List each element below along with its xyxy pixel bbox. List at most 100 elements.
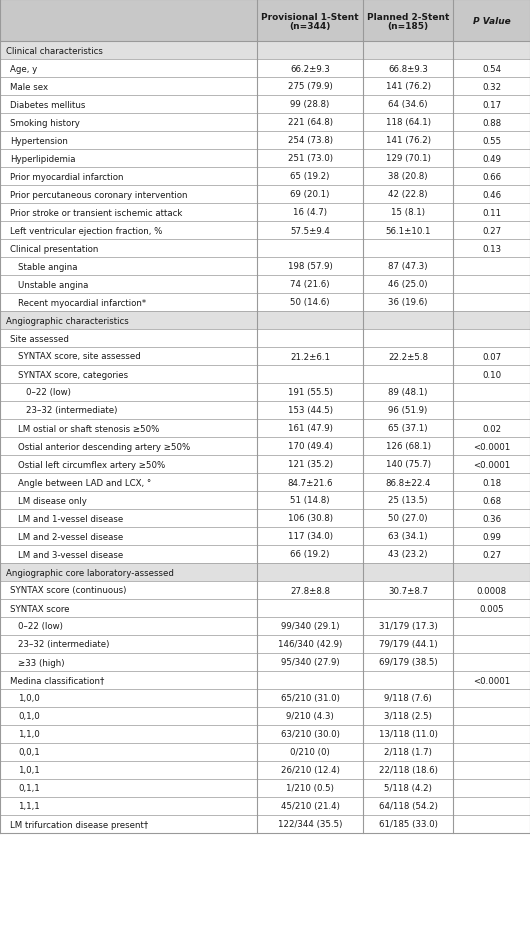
- Bar: [0, 797, 530, 815]
- Text: 2/118 (1.7): 2/118 (1.7): [384, 748, 432, 756]
- Text: Angle between LAD and LCX, °: Angle between LAD and LCX, °: [18, 478, 151, 487]
- Text: 13/118 (11.0): 13/118 (11.0): [378, 730, 438, 739]
- Text: Medina classification†: Medina classification†: [10, 676, 104, 685]
- Text: 45/210 (21.4): 45/210 (21.4): [280, 802, 340, 810]
- Text: 0.88: 0.88: [482, 119, 501, 127]
- Text: 0.54: 0.54: [482, 65, 501, 73]
- Bar: [0, 0, 530, 42]
- Text: 23–32 (intermediate): 23–32 (intermediate): [18, 640, 109, 649]
- Bar: [0, 330, 530, 348]
- Text: 99 (28.8): 99 (28.8): [290, 100, 330, 109]
- Text: 0.27: 0.27: [482, 550, 501, 559]
- Text: 0,1,1: 0,1,1: [18, 783, 40, 793]
- Text: 153 (44.5): 153 (44.5): [288, 406, 332, 415]
- Text: 140 (75.7): 140 (75.7): [386, 460, 430, 469]
- Text: 0.68: 0.68: [482, 496, 501, 505]
- Bar: [0, 455, 530, 474]
- Text: LM trifurcation disease present†: LM trifurcation disease present†: [10, 819, 148, 829]
- Text: 64/118 (54.2): 64/118 (54.2): [378, 802, 438, 810]
- Bar: [0, 474, 530, 491]
- Text: 74 (21.6): 74 (21.6): [290, 280, 330, 289]
- Bar: [0, 635, 530, 654]
- Bar: [0, 384, 530, 401]
- Text: 23–32 (intermediate): 23–32 (intermediate): [26, 406, 117, 415]
- Text: <0.0001: <0.0001: [473, 442, 510, 451]
- Text: 106 (30.8): 106 (30.8): [288, 514, 332, 523]
- Bar: [0, 168, 530, 185]
- Text: Prior percutaneous coronary intervention: Prior percutaneous coronary intervention: [10, 190, 188, 199]
- Text: 65 (19.2): 65 (19.2): [290, 172, 330, 182]
- Text: 141 (76.2): 141 (76.2): [386, 136, 430, 146]
- Bar: [0, 707, 530, 725]
- Text: Hypertension: Hypertension: [10, 136, 68, 146]
- Bar: [0, 78, 530, 95]
- Bar: [0, 294, 530, 311]
- Text: Diabetes mellitus: Diabetes mellitus: [10, 100, 85, 109]
- Text: LM and 3-vessel disease: LM and 3-vessel disease: [18, 550, 123, 559]
- Text: P Value: P Value: [473, 17, 510, 25]
- Text: 0–22 (low): 0–22 (low): [26, 388, 71, 397]
- Text: LM disease only: LM disease only: [18, 496, 87, 505]
- Text: 118 (64.1): 118 (64.1): [386, 119, 430, 127]
- Text: 0–22 (low): 0–22 (low): [18, 622, 63, 630]
- Text: 146/340 (42.9): 146/340 (42.9): [278, 640, 342, 649]
- Bar: [0, 222, 530, 240]
- Text: 198 (57.9): 198 (57.9): [288, 262, 332, 272]
- Text: 170 (49.4): 170 (49.4): [288, 442, 332, 451]
- Text: 122/344 (35.5): 122/344 (35.5): [278, 819, 342, 829]
- Text: 43 (23.2): 43 (23.2): [388, 550, 428, 559]
- Text: 0.36: 0.36: [482, 514, 501, 523]
- Text: Prior stroke or transient ischemic attack: Prior stroke or transient ischemic attac…: [10, 209, 182, 217]
- Text: 57.5±9.4: 57.5±9.4: [290, 226, 330, 235]
- Bar: [0, 348, 530, 365]
- Bar: [0, 258, 530, 275]
- Text: 0.66: 0.66: [482, 172, 501, 182]
- Text: 121 (35.2): 121 (35.2): [288, 460, 332, 469]
- Text: Male sex: Male sex: [10, 83, 48, 92]
- Text: 0,1,0: 0,1,0: [18, 712, 40, 720]
- Text: Prior myocardial infarction: Prior myocardial infarction: [10, 172, 123, 182]
- Text: 275 (79.9): 275 (79.9): [288, 83, 332, 92]
- Bar: [0, 150, 530, 168]
- Text: 161 (47.9): 161 (47.9): [288, 424, 332, 433]
- Text: 1,1,0: 1,1,0: [18, 730, 40, 739]
- Text: 126 (68.1): 126 (68.1): [386, 442, 430, 451]
- Text: 51 (14.8): 51 (14.8): [290, 496, 330, 505]
- Text: 86.8±22.4: 86.8±22.4: [385, 478, 431, 487]
- Text: (n=185): (n=185): [387, 21, 429, 31]
- Bar: [0, 654, 530, 671]
- Text: 3/118 (2.5): 3/118 (2.5): [384, 712, 432, 720]
- Text: 50 (27.0): 50 (27.0): [388, 514, 428, 523]
- Text: 0.32: 0.32: [482, 83, 501, 92]
- Bar: [0, 690, 530, 707]
- Text: 87 (47.3): 87 (47.3): [388, 262, 428, 272]
- Text: SYNTAX score, categories: SYNTAX score, categories: [18, 370, 128, 379]
- Text: 0.99: 0.99: [482, 532, 501, 541]
- Bar: [0, 42, 530, 60]
- Bar: [0, 491, 530, 510]
- Text: SYNTAX score (continuous): SYNTAX score (continuous): [10, 586, 126, 595]
- Text: LM and 1-vessel disease: LM and 1-vessel disease: [18, 514, 123, 523]
- Text: 84.7±21.6: 84.7±21.6: [287, 478, 333, 487]
- Bar: [0, 581, 530, 600]
- Bar: [0, 185, 530, 204]
- Text: 0.18: 0.18: [482, 478, 501, 487]
- Text: 9/210 (4.3): 9/210 (4.3): [286, 712, 334, 720]
- Bar: [0, 311, 530, 330]
- Text: ≥33 (high): ≥33 (high): [18, 658, 65, 667]
- Bar: [0, 275, 530, 294]
- Bar: [0, 564, 530, 581]
- Text: 36 (19.6): 36 (19.6): [388, 298, 428, 307]
- Text: 15 (8.1): 15 (8.1): [391, 209, 425, 217]
- Text: Hyperlipidemia: Hyperlipidemia: [10, 154, 75, 163]
- Text: 251 (73.0): 251 (73.0): [288, 154, 332, 163]
- Text: 0/210 (0): 0/210 (0): [290, 748, 330, 756]
- Bar: [0, 761, 530, 780]
- Text: 89 (48.1): 89 (48.1): [388, 388, 428, 397]
- Text: 65 (37.1): 65 (37.1): [388, 424, 428, 433]
- Text: Angiographic core laboratory-assessed: Angiographic core laboratory-assessed: [6, 568, 174, 577]
- Text: 25 (13.5): 25 (13.5): [388, 496, 428, 505]
- Text: Left ventricular ejection fraction, %: Left ventricular ejection fraction, %: [10, 226, 162, 235]
- Text: 64 (34.6): 64 (34.6): [388, 100, 428, 109]
- Bar: [0, 725, 530, 743]
